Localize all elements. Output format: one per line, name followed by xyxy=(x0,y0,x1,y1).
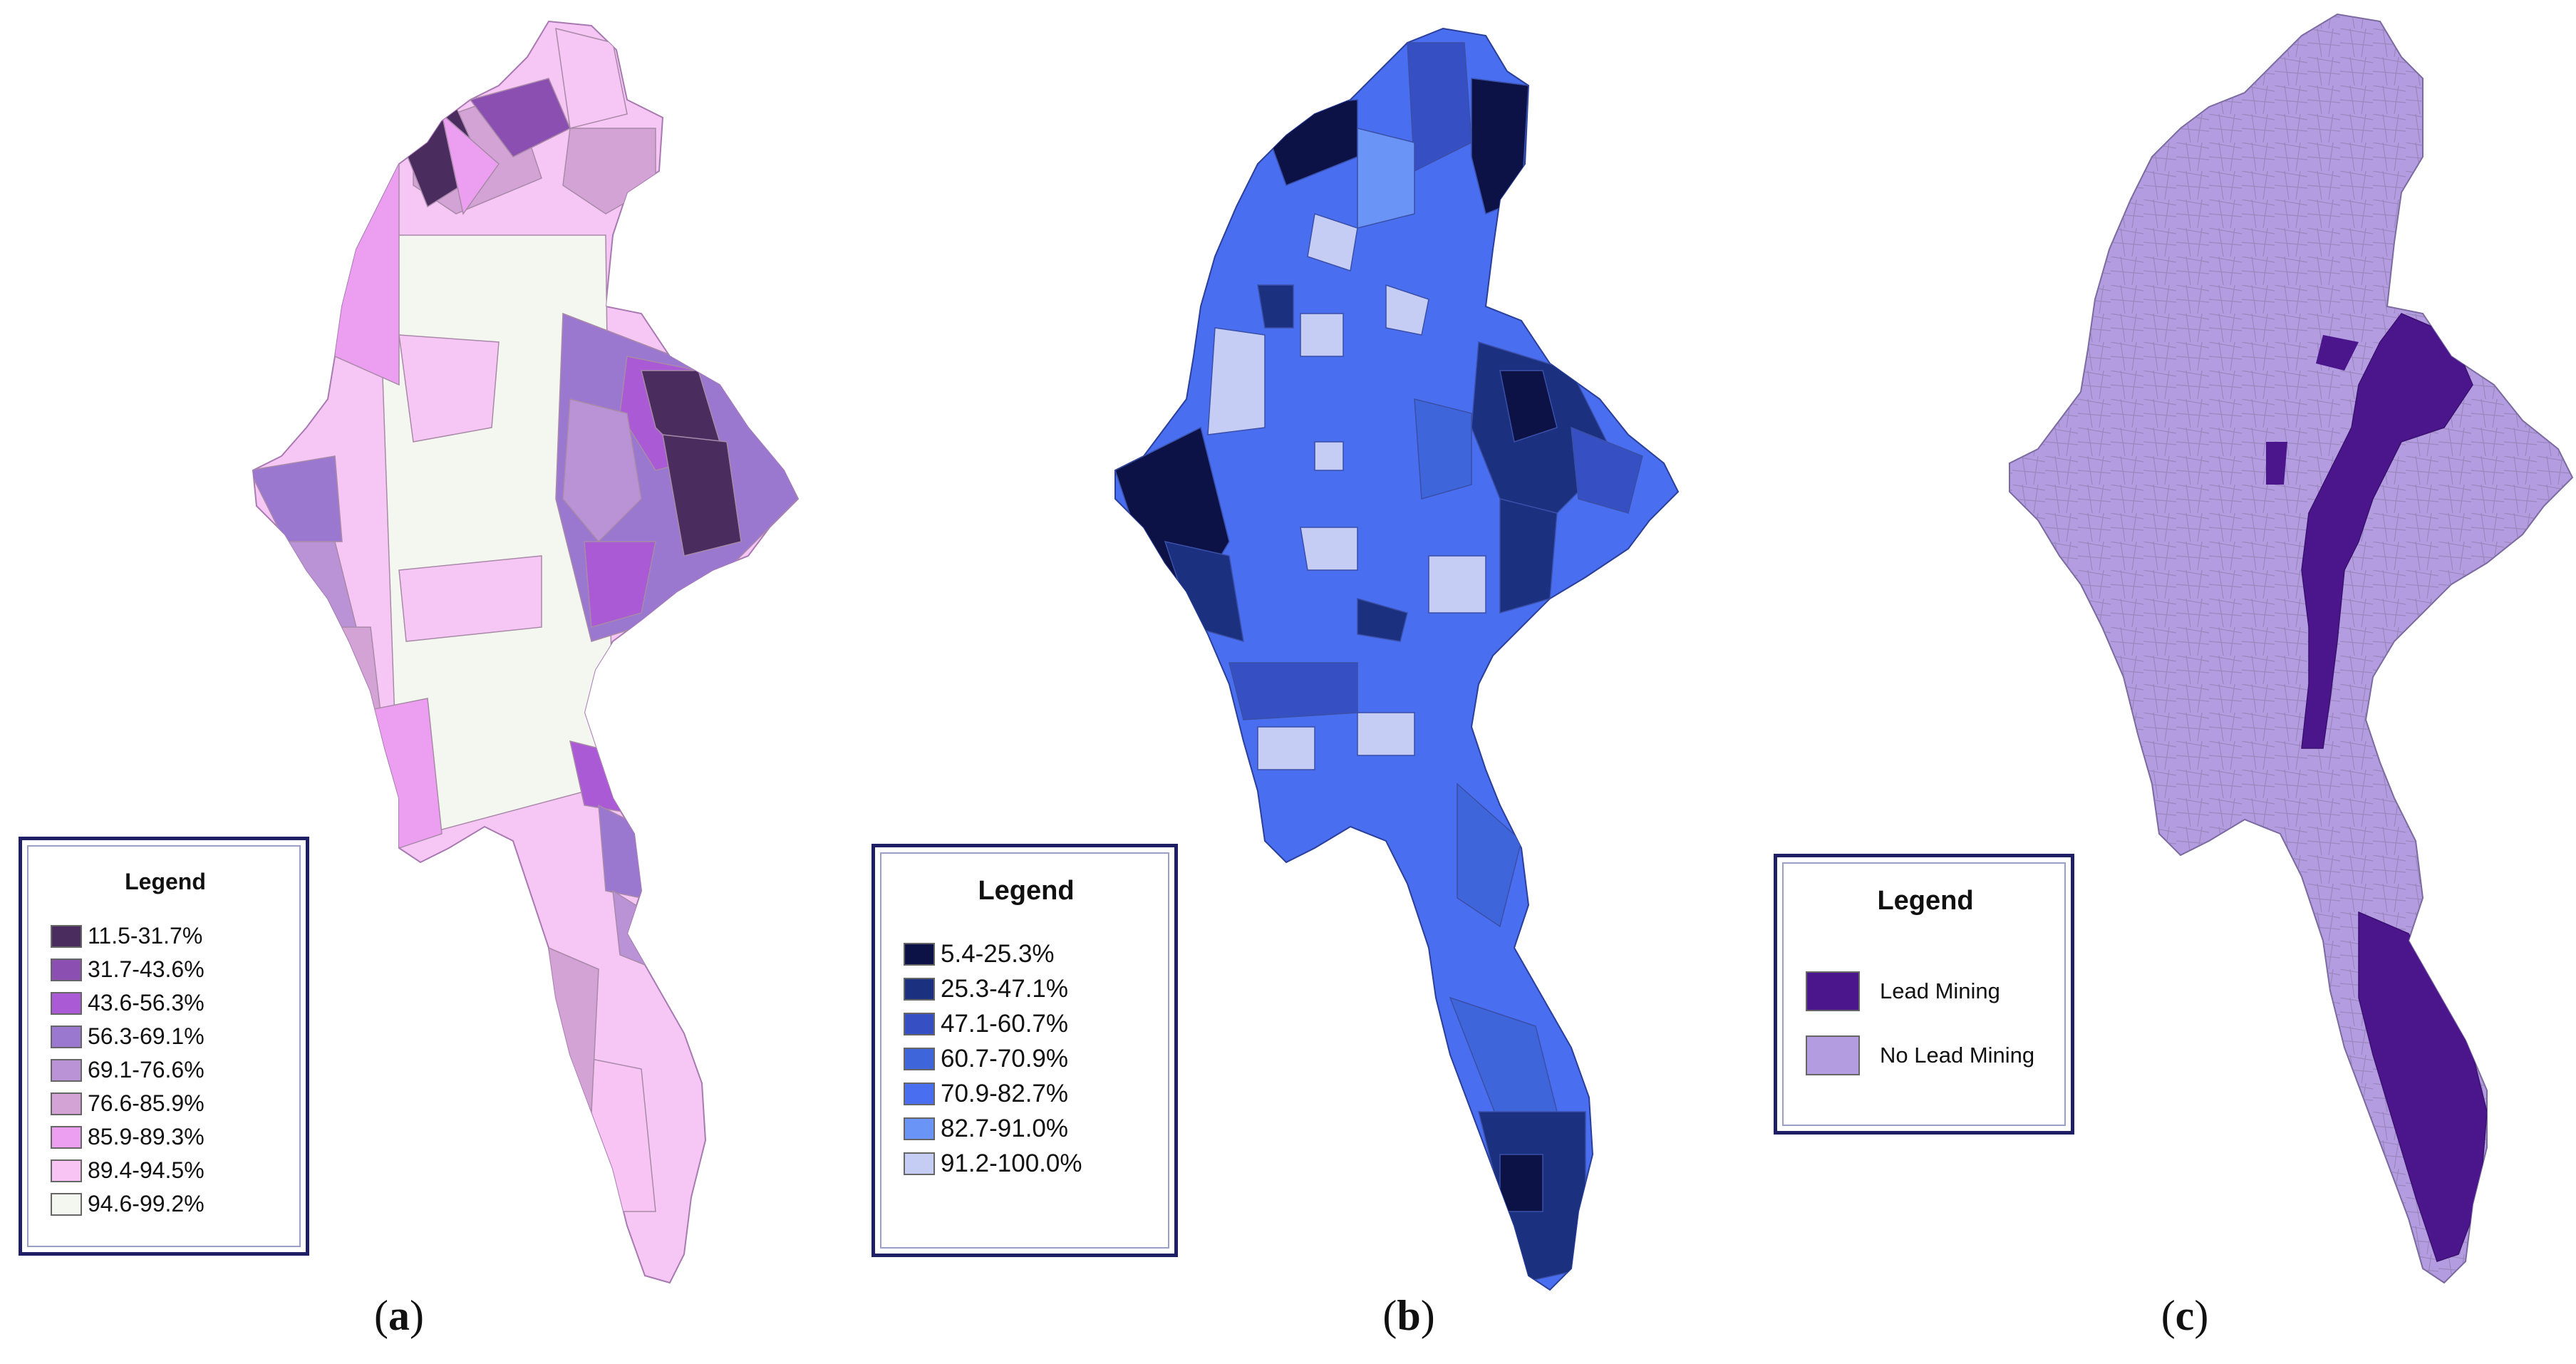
legend-label: 89.4-94.5% xyxy=(88,1157,205,1183)
map-panel-b: Legend 5.4-25.3% 25.3-47.1% 47.1-60.7% 6… xyxy=(859,0,1717,1364)
legend-item: 60.7-70.9% xyxy=(904,1041,1149,1076)
legend-item: 11.5-31.7% xyxy=(51,919,280,953)
choropleth-map-a xyxy=(252,20,800,1284)
legend-label: 76.6-85.9% xyxy=(88,1090,205,1116)
legend-swatch xyxy=(51,1058,82,1082)
legend-label: 85.9-89.3% xyxy=(88,1124,205,1149)
choropleth-map-c xyxy=(2009,13,2574,1284)
legend-item: 94.6-99.2% xyxy=(51,1187,280,1221)
legend-swatch xyxy=(904,1012,935,1035)
lead-mining-region xyxy=(2301,313,2473,749)
legend-swatch xyxy=(904,1082,935,1105)
legend-swatch xyxy=(1806,1035,1860,1075)
legend-item: 69.1-76.6% xyxy=(51,1053,280,1087)
caption-letter: a xyxy=(388,1292,410,1339)
legend-title: Legend xyxy=(1877,886,1974,916)
legend-item: 47.1-60.7% xyxy=(904,1006,1149,1041)
legend-item: 70.9-82.7% xyxy=(904,1076,1149,1111)
legend-swatch xyxy=(51,958,82,981)
legend-item: No Lead Mining xyxy=(1806,1023,2045,1087)
legend-swatch xyxy=(51,991,82,1015)
map-panel-c: Legend Lead Mining No Lead Mining (c) xyxy=(1717,0,2576,1364)
caption-letter: c xyxy=(2175,1292,2195,1339)
choropleth-map-b xyxy=(1114,27,1680,1291)
panel-caption-b: (b) xyxy=(1382,1292,1435,1339)
legend-a: Legend 11.5-31.7% 31.7-43.6% 43.6-56.3% … xyxy=(19,837,309,1256)
legend-label: 11.5-31.7% xyxy=(88,923,203,949)
legend-swatch xyxy=(904,1117,935,1140)
caption-letter: b xyxy=(1397,1292,1421,1339)
legend-swatch xyxy=(51,1192,82,1216)
panel-caption-c: (c) xyxy=(2161,1292,2209,1339)
legend-label: 5.4-25.3% xyxy=(941,939,1055,968)
legend-swatch xyxy=(904,942,935,966)
legend-title: Legend xyxy=(125,869,206,894)
legend-label: No Lead Mining xyxy=(1880,1043,2035,1068)
legend-label: 31.7-43.6% xyxy=(88,956,205,982)
legend-label: 69.1-76.6% xyxy=(88,1057,205,1083)
legend-c: Legend Lead Mining No Lead Mining xyxy=(1774,854,2074,1135)
legend-swatch xyxy=(904,1152,935,1175)
legend-label: 56.3-69.1% xyxy=(88,1023,205,1049)
legend-item: 5.4-25.3% xyxy=(904,936,1149,971)
legend-item: Lead Mining xyxy=(1806,959,2045,1023)
legend-label: 25.3-47.1% xyxy=(941,974,1069,1003)
legend-swatch xyxy=(51,1092,82,1115)
legend-label: 47.1-60.7% xyxy=(941,1009,1069,1038)
legend-label: 94.6-99.2% xyxy=(88,1191,205,1216)
legend-swatch xyxy=(51,924,82,948)
legend-swatch xyxy=(51,1025,82,1048)
legend-items: 11.5-31.7% 31.7-43.6% 43.6-56.3% 56.3-69… xyxy=(51,919,280,1221)
legend-swatch xyxy=(1806,971,1860,1011)
map-panel-a: Legend 11.5-31.7% 31.7-43.6% 43.6-56.3% … xyxy=(0,0,859,1364)
legend-label: 43.6-56.3% xyxy=(88,990,205,1016)
legend-item: 76.6-85.9% xyxy=(51,1087,280,1120)
legend-item: 56.3-69.1% xyxy=(51,1020,280,1053)
legend-label: Lead Mining xyxy=(1880,978,2000,1003)
legend-title: Legend xyxy=(978,876,1075,906)
legend-label: 82.7-91.0% xyxy=(941,1114,1069,1142)
legend-label: 60.7-70.9% xyxy=(941,1044,1069,1073)
legend-label: 70.9-82.7% xyxy=(941,1079,1069,1107)
legend-items: Lead Mining No Lead Mining xyxy=(1806,959,2045,1087)
legend-swatch xyxy=(51,1159,82,1182)
legend-item: 82.7-91.0% xyxy=(904,1111,1149,1146)
legend-item: 89.4-94.5% xyxy=(51,1154,280,1187)
legend-item: 91.2-100.0% xyxy=(904,1146,1149,1181)
legend-item: 43.6-56.3% xyxy=(51,986,280,1020)
legend-item: 85.9-89.3% xyxy=(51,1120,280,1154)
panel-caption-a: (a) xyxy=(374,1292,424,1339)
legend-items: 5.4-25.3% 25.3-47.1% 47.1-60.7% 60.7-70.… xyxy=(904,936,1149,1181)
legend-label: 91.2-100.0% xyxy=(941,1149,1082,1177)
legend-swatch xyxy=(51,1125,82,1149)
legend-swatch xyxy=(904,1047,935,1070)
legend-item: 25.3-47.1% xyxy=(904,971,1149,1006)
legend-b: Legend 5.4-25.3% 25.3-47.1% 47.1-60.7% 6… xyxy=(871,844,1178,1257)
legend-item: 31.7-43.6% xyxy=(51,953,280,986)
legend-swatch xyxy=(904,977,935,1001)
